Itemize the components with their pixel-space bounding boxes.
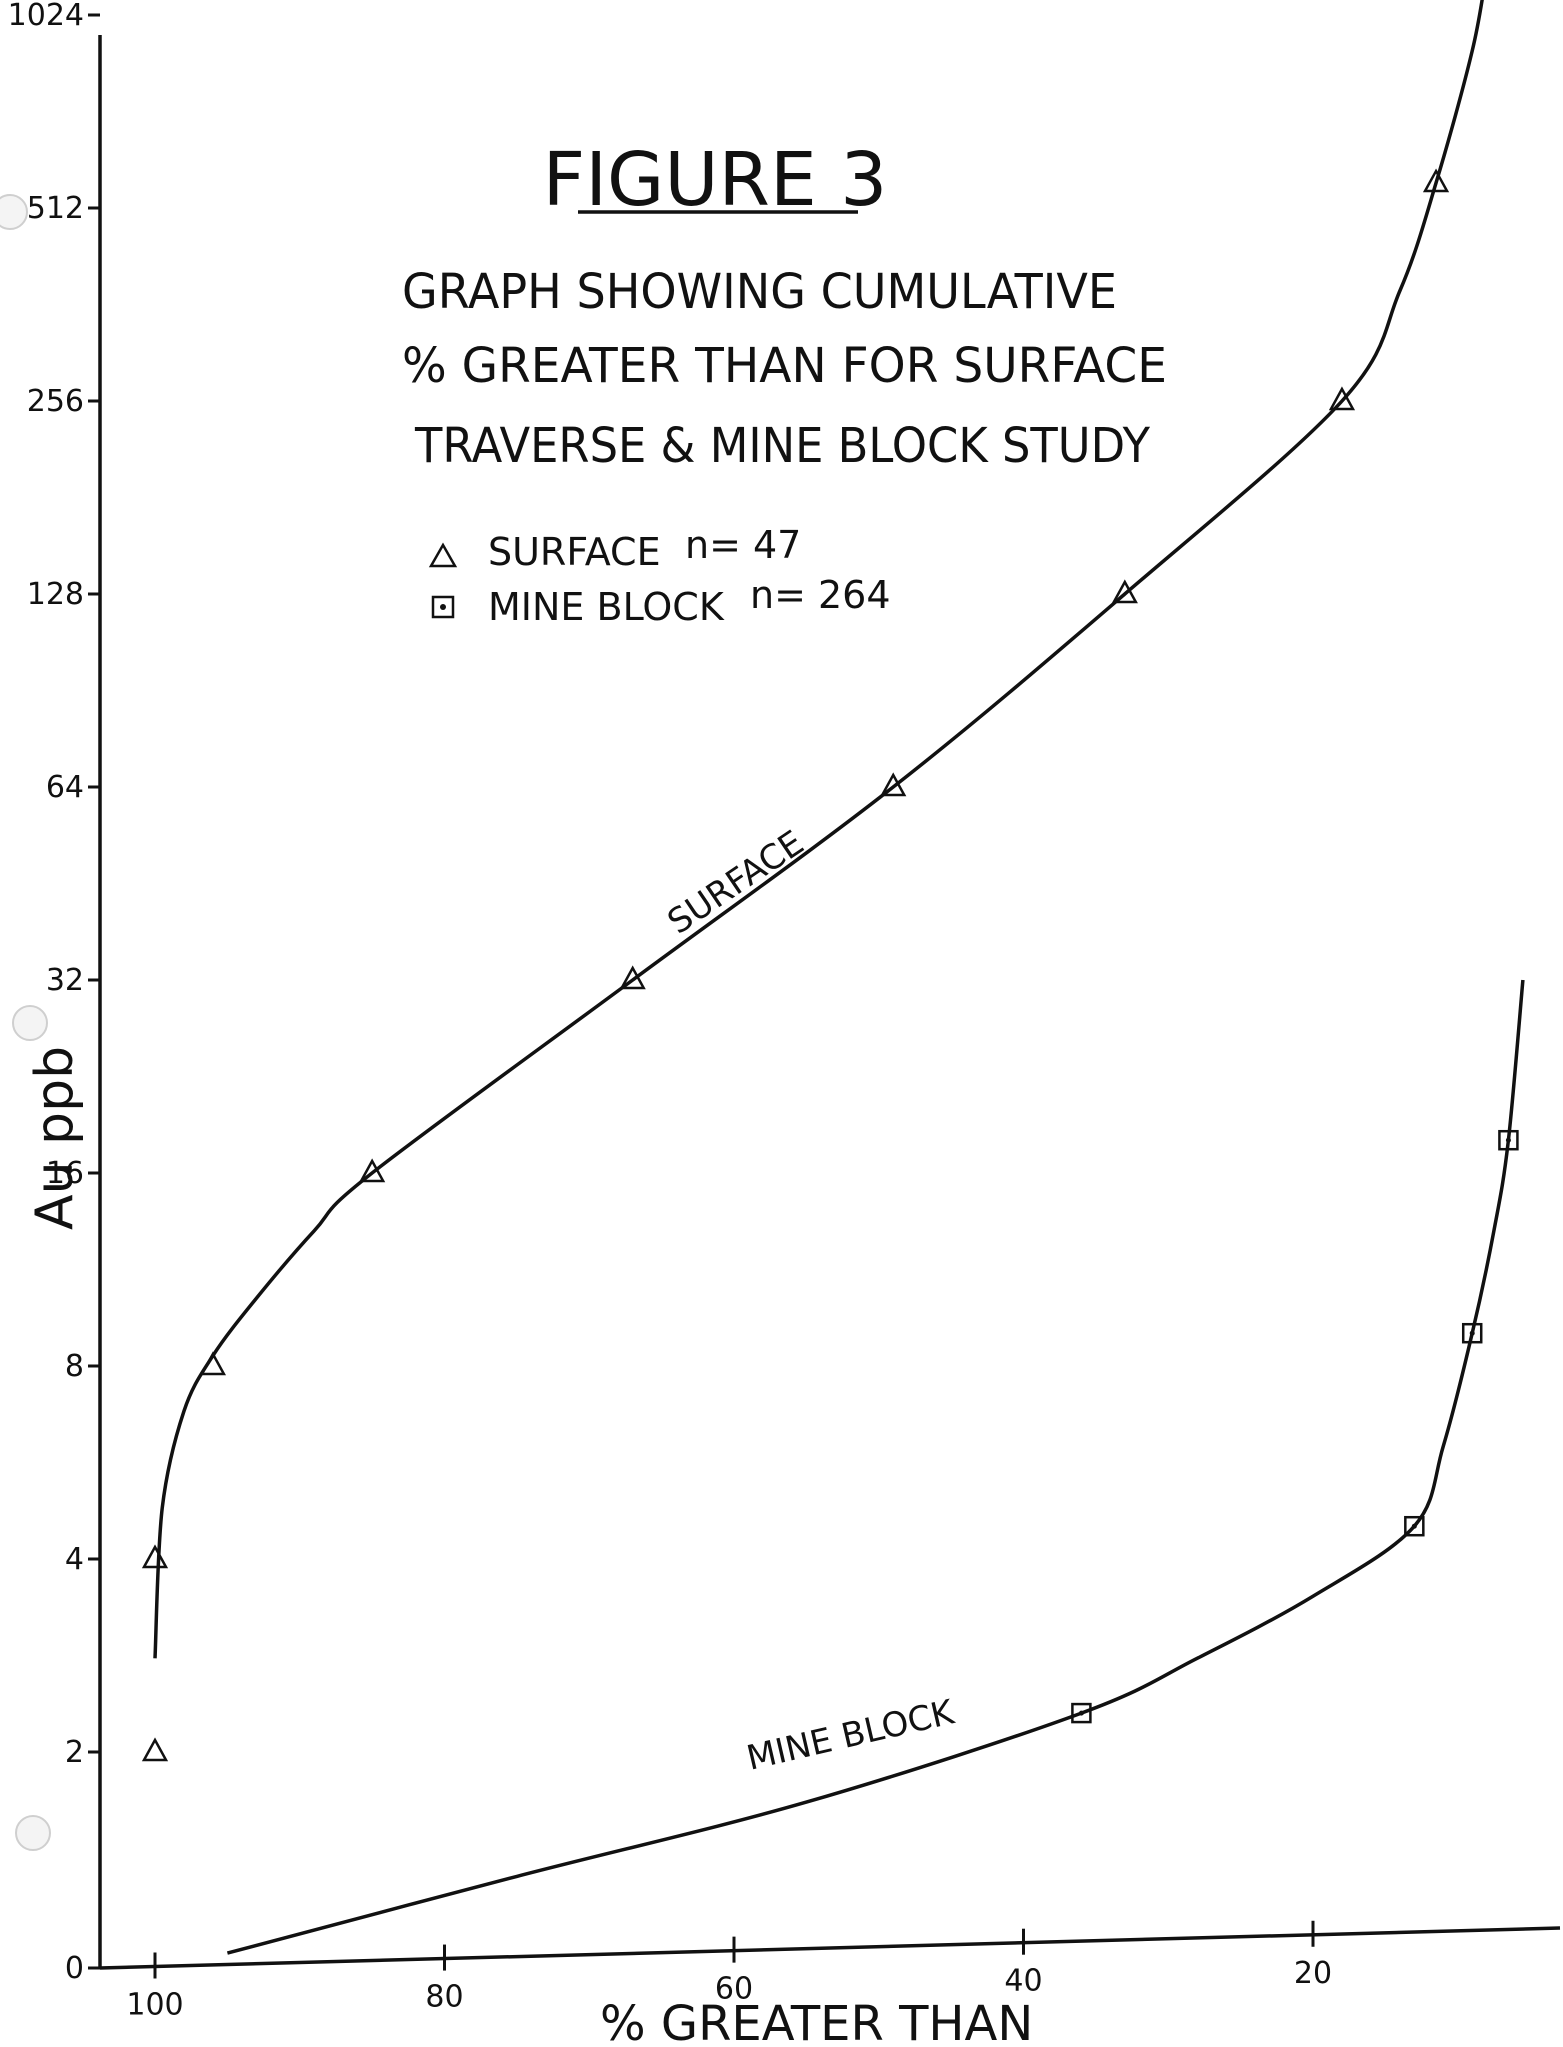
- x-tick-label: 60: [715, 1972, 753, 2007]
- mine-block-data-point: [1498, 1129, 1519, 1151]
- y-tick-label: 32: [46, 963, 84, 998]
- y-tick-label: 512: [27, 191, 84, 226]
- y-tick-label: 1024: [8, 0, 84, 33]
- legend-square-marker: [431, 595, 455, 619]
- surface-data-point: [141, 1544, 169, 1569]
- surface-data-point: [1111, 579, 1138, 604]
- series-markers: [141, 168, 1519, 1762]
- y-tick-label: 4: [65, 1542, 84, 1577]
- punch-hole-middle: [12, 1005, 48, 1041]
- y-axis-label: Au ppb: [25, 1046, 85, 1230]
- mine-block-data-point: [1071, 1702, 1092, 1724]
- punch-hole-top: [0, 194, 28, 230]
- y-tick-label: 8: [65, 1349, 84, 1384]
- legend-triangle-marker: [428, 542, 458, 568]
- legend-label-mine-block: MINE BLOCK: [488, 585, 725, 629]
- surface-data-point: [199, 1351, 227, 1376]
- punch-hole-bottom: [15, 1815, 51, 1851]
- x-axis-ticks: 100 80 60 40 20: [126, 1920, 1332, 2022]
- chart-subtitle-line-1: GRAPH SHOWING CUMULATIVE: [402, 264, 1117, 320]
- y-tick-label: 0: [65, 1951, 84, 1986]
- x-tick-label: 100: [126, 1987, 183, 2022]
- mine-block-data-point-dot: [1078, 1710, 1084, 1716]
- y-tick-label: 128: [27, 577, 84, 612]
- surface-data-point: [359, 1158, 386, 1183]
- surface-data-point: [1328, 386, 1356, 411]
- series-curve-mine-block: [226, 979, 1525, 1955]
- y-tick-label: 16: [46, 1156, 84, 1191]
- x-tick-label: 80: [425, 1980, 463, 2015]
- surface-data-point: [619, 965, 646, 990]
- legend: SURFACE n= 47 MINE BLOCK n= 264: [428, 523, 891, 629]
- mine-block-data-point-dot: [1469, 1330, 1475, 1336]
- series-curve-surface: [153, 0, 1484, 1659]
- surface-data-point: [880, 772, 907, 797]
- legend-square-dot: [440, 604, 446, 610]
- x-axis: [99, 1926, 1561, 1970]
- mine-block-data-point: [1404, 1515, 1425, 1537]
- mine-block-data-point: [1461, 1322, 1483, 1344]
- chart-subtitle-line-3: TRAVERSE & MINE BLOCK STUDY: [414, 418, 1151, 474]
- curve-label-surface: SURFACE: [661, 823, 811, 943]
- surface-data-point: [141, 1737, 169, 1762]
- y-tick-label: 64: [46, 770, 84, 805]
- y-axis-ticks: 0 2 4 8 16 32 64 128 256 512 1024: [8, 0, 100, 1986]
- surface-data-point: [1422, 168, 1450, 193]
- legend-label-surface: SURFACE: [488, 530, 661, 574]
- x-tick-label: 20: [1294, 1956, 1332, 1991]
- x-axis-label: % GREATER THAN: [600, 1996, 1033, 2047]
- x-tick-label: 40: [1004, 1964, 1042, 1999]
- chart-title: FIGURE 3: [543, 137, 888, 223]
- legend-n-mine-block: n= 264: [750, 573, 891, 617]
- y-tick-label: 256: [27, 384, 84, 419]
- chart-subtitle-line-2: % GREATER THAN FOR SURFACE: [402, 338, 1167, 394]
- mine-block-data-point-dot: [1411, 1523, 1417, 1529]
- legend-n-surface: n= 47: [685, 523, 801, 567]
- mine-block-data-point-dot: [1505, 1137, 1511, 1143]
- y-tick-label: 2: [65, 1735, 84, 1770]
